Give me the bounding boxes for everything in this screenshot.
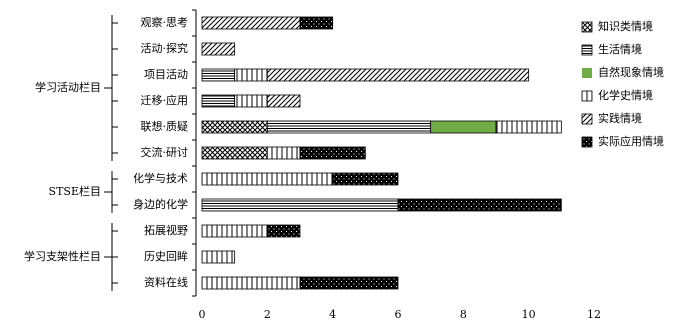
x-tick-label: 10 (522, 308, 536, 321)
bar-segment (201, 16, 301, 30)
bar-segment (495, 120, 562, 134)
legend-swatch (582, 68, 592, 78)
bar-segment (430, 120, 497, 134)
bar-segment (266, 224, 301, 238)
x-tick-label: 4 (329, 308, 336, 321)
category-label: 迁移·应用 (141, 93, 189, 107)
x-tick-label: 0 (199, 308, 206, 321)
legend-label: 知识类情境 (598, 19, 653, 33)
category-label: 项目活动 (144, 68, 188, 81)
bar-segment (332, 172, 399, 186)
legend-swatch (581, 90, 593, 102)
category-label: 活动·探究 (141, 41, 189, 55)
bar-segment (201, 224, 268, 238)
bar-segment (299, 146, 366, 160)
legend-swatch (581, 136, 593, 148)
category-label: 资料在线 (144, 275, 188, 289)
legend-label: 生活情境 (598, 42, 642, 56)
legend-label: 自然现象情境 (598, 65, 664, 79)
legend-label: 实际应用情境 (598, 134, 664, 148)
bar-segment (201, 172, 334, 186)
bar-segment (266, 94, 301, 108)
x-tick-label: 12 (587, 308, 601, 321)
category-label: 交流·研讨 (141, 145, 189, 159)
category-label: 联想·质疑 (141, 119, 189, 133)
bar-segment (266, 68, 530, 82)
category-label: 化学与技术 (133, 171, 188, 185)
group-label: 学习活动栏目 (35, 80, 101, 94)
bar-segment (201, 146, 268, 160)
category-label: 身边的化学 (133, 197, 188, 211)
category-label: 拓展视野 (144, 223, 188, 237)
bar-segment (299, 276, 399, 290)
bar-segment (397, 198, 562, 212)
legend-swatch (581, 113, 593, 125)
bar-segment (201, 68, 236, 82)
bar-segment (266, 120, 432, 134)
group-label: STSE栏目 (49, 184, 101, 198)
bar-segment (201, 94, 236, 108)
bar-segment (201, 276, 301, 290)
bar-segment (299, 16, 334, 30)
bar-segment (201, 250, 236, 264)
x-tick-label: 6 (395, 308, 402, 321)
category-label: 历史回眸 (144, 249, 188, 263)
legend-swatch (581, 21, 593, 33)
bar-segment (201, 198, 399, 212)
bar-segment (201, 120, 268, 134)
bar-segment (201, 42, 236, 56)
legend-label: 化学史情境 (598, 88, 653, 102)
legend-label: 实践情境 (598, 111, 642, 125)
group-label: 学习支架性栏目 (24, 249, 101, 263)
bar-segment (234, 94, 268, 108)
x-tick-label: 2 (264, 308, 271, 321)
bar-segment (234, 68, 268, 82)
legend-swatch (581, 44, 593, 56)
bar-segment (266, 146, 301, 160)
category-label: 观察·思考 (141, 15, 189, 29)
x-tick-label: 8 (460, 308, 467, 321)
